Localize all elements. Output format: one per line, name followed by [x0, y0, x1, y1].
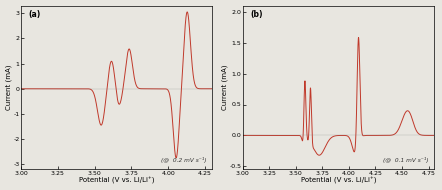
- Text: (@  0.1 mV s⁻¹): (@ 0.1 mV s⁻¹): [383, 157, 428, 163]
- Text: (a): (a): [29, 10, 41, 19]
- Text: (@  0.2 mV s⁻¹): (@ 0.2 mV s⁻¹): [161, 157, 206, 163]
- Y-axis label: Current (mA): Current (mA): [6, 65, 12, 110]
- Text: (b): (b): [250, 10, 263, 19]
- X-axis label: Potential (V vs. Li/Li⁺): Potential (V vs. Li/Li⁺): [79, 177, 154, 184]
- Y-axis label: Current (mA): Current (mA): [221, 65, 228, 110]
- X-axis label: Potential (V vs. Li/Li⁺): Potential (V vs. Li/Li⁺): [301, 177, 376, 184]
